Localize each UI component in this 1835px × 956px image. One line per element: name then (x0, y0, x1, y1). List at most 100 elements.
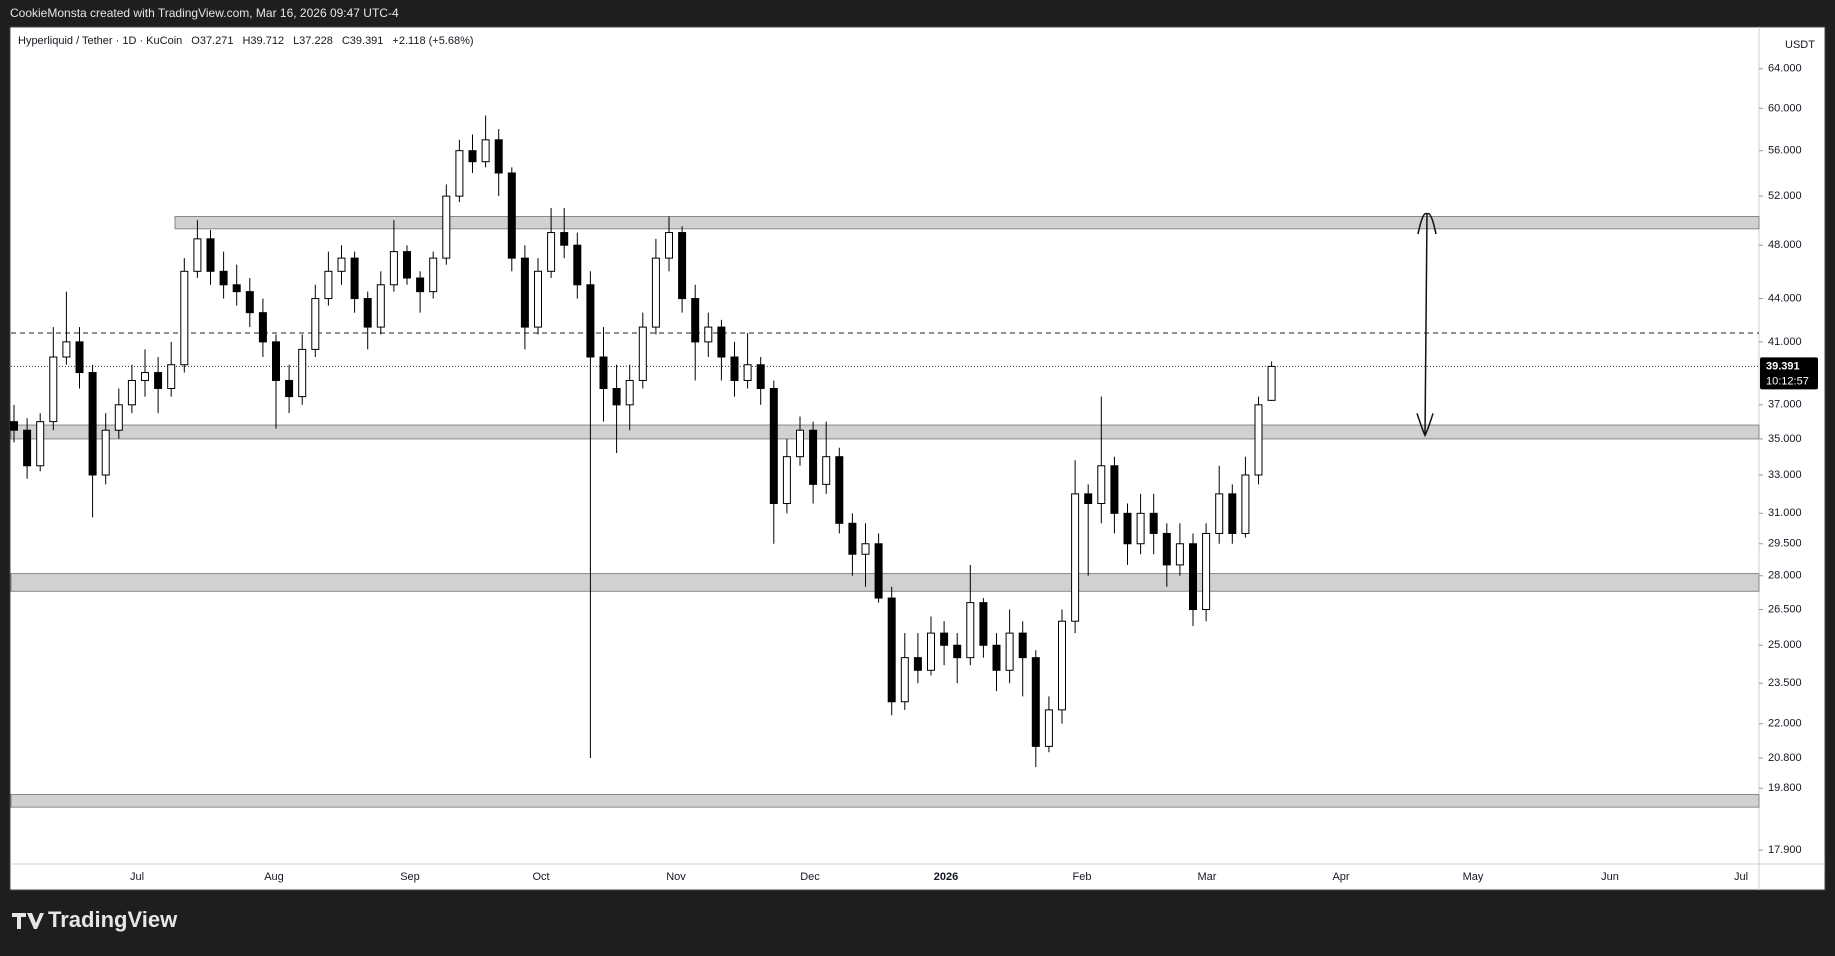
x-tick-label: May (1463, 871, 1484, 883)
y-tick-label: 35.000 (1768, 433, 1802, 445)
candle-body (23, 429, 32, 467)
candle-body (1241, 474, 1250, 534)
candle-body (678, 232, 687, 300)
candle-body (62, 341, 71, 358)
candle-body (927, 632, 935, 671)
candle-body (900, 657, 909, 703)
measure-arrow (1416, 212, 1437, 438)
legend-text: Hyperliquid / Tether · 1D · KuCoin (18, 35, 182, 47)
y-tick-label: 52.000 (1768, 190, 1802, 202)
candle-body (389, 251, 398, 286)
candle-body (1267, 365, 1276, 401)
candle-body (403, 251, 411, 279)
candle-body (861, 543, 870, 555)
candle-body (1123, 512, 1132, 545)
candle-body (376, 284, 385, 328)
candle-body (1215, 493, 1224, 534)
y-tick-label: 44.000 (1768, 292, 1802, 304)
legend-text: L37.228 (293, 35, 333, 47)
candle-body (1031, 657, 1040, 747)
y-tick-label: 19.800 (1768, 782, 1802, 794)
candle-body (1202, 532, 1211, 611)
candle-body (311, 298, 320, 350)
legend-text: C39.391 (342, 35, 384, 47)
x-tick-label: Mar (1198, 871, 1217, 883)
candle-body (953, 644, 962, 659)
candle-body (494, 139, 503, 174)
candle-body (180, 270, 189, 366)
candle-body (730, 356, 739, 381)
candle-body (1097, 465, 1106, 505)
candle-body (612, 387, 621, 406)
candle-body (599, 356, 608, 389)
y-tick-label: 48.000 (1768, 239, 1802, 251)
y-tick-label: 31.000 (1768, 507, 1802, 519)
candle-body (1189, 543, 1197, 611)
candle-body (324, 270, 333, 300)
candle-body (717, 326, 726, 358)
candle-body (350, 257, 359, 300)
x-tick-label: Jul (1734, 871, 1748, 883)
candle-body (573, 244, 582, 286)
x-tick-label: Jul (130, 871, 144, 883)
candle-body (206, 238, 215, 272)
candle-body (992, 644, 1001, 671)
candle-body (822, 456, 831, 485)
candle-body (874, 543, 883, 599)
y-tick-label: 33.000 (1768, 469, 1802, 481)
candle-body (651, 257, 660, 328)
x-tick-label: 2026 (934, 871, 958, 883)
candle-body (114, 404, 123, 431)
brand-logo (12, 913, 44, 929)
candle-body (154, 372, 163, 389)
candle-body (1058, 620, 1066, 711)
candle-body (1162, 532, 1171, 566)
candle-body (363, 298, 372, 328)
legend-text: +2.118 (+5.68%) (392, 35, 473, 47)
y-tick-label: 64.000 (1768, 63, 1802, 75)
candle-body (141, 372, 149, 381)
y-tick-label: 28.000 (1768, 570, 1802, 582)
candle-body (534, 270, 542, 328)
candle-body (507, 172, 516, 259)
x-tick-label: Sep (400, 871, 420, 883)
candle-body (1005, 632, 1014, 671)
candle-body (665, 232, 673, 259)
candle-body (704, 326, 713, 343)
candle-body (481, 139, 490, 163)
x-tick-label: Nov (666, 871, 686, 883)
candle-body (416, 277, 425, 293)
candle-body (966, 602, 975, 659)
x-tick-label: Apr (1332, 871, 1349, 883)
candle-body (547, 232, 556, 272)
candle-body (586, 284, 595, 358)
candle-body (1044, 709, 1053, 747)
legend-text: H39.712 (242, 35, 284, 47)
candle-body (913, 657, 922, 671)
candle-body (167, 364, 176, 389)
candle-body (1136, 512, 1145, 545)
y-axis-label: USDT (1785, 39, 1815, 51)
y-tick-label: 17.900 (1768, 844, 1802, 856)
support-resistance-zone (174, 216, 1760, 230)
candle-body (848, 522, 857, 555)
candle-body (468, 150, 477, 163)
header-title: CookieMonsta created with TradingView.co… (10, 6, 399, 20)
y-tick-label: 26.500 (1768, 603, 1802, 615)
y-tick-label: 56.000 (1768, 145, 1802, 157)
last-price-label: 39.391 (1766, 360, 1800, 372)
x-tick-label: Feb (1073, 871, 1092, 883)
candle-body (272, 341, 280, 381)
candle-body (258, 312, 267, 343)
candle-body (429, 257, 438, 293)
last-price-box (1760, 357, 1818, 390)
candle-body (337, 257, 346, 272)
candle-body (75, 341, 84, 374)
candle-body (979, 602, 988, 646)
candle-body (36, 421, 45, 467)
support-resistance-zone (10, 793, 1760, 808)
candle-body (560, 232, 569, 246)
candle-body (756, 364, 765, 389)
